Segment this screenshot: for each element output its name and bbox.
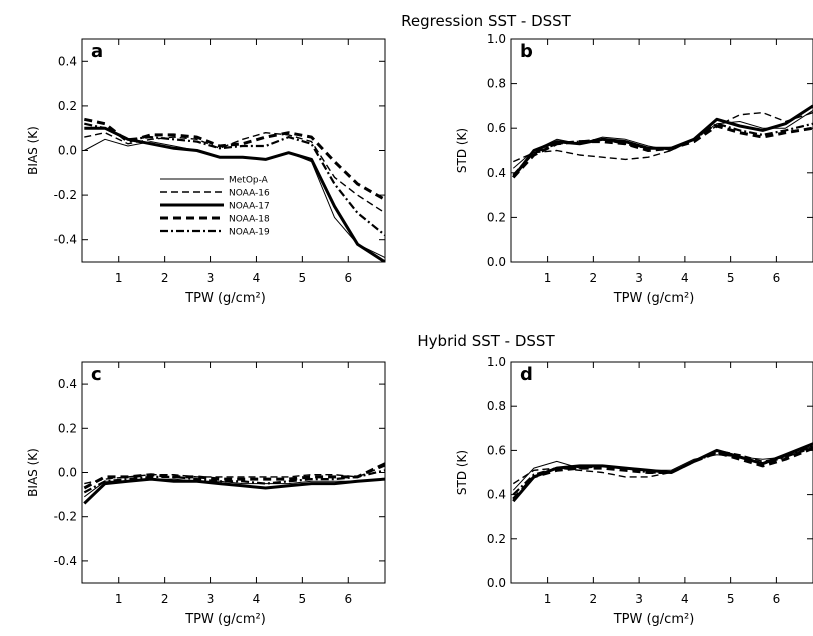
x-axis-label: TPW (g/cm²) (184, 612, 266, 627)
y-tick-label: 0.0 (58, 466, 77, 480)
x-tick-label: 4 (681, 592, 689, 606)
x-tick-label: 1 (115, 271, 123, 285)
y-tick-label: 0.0 (487, 255, 506, 269)
y-tick-label: 0.2 (487, 532, 506, 546)
y-tick-label: 0.2 (58, 421, 77, 435)
legend-entry: MetOp-A (229, 176, 269, 186)
y-tick-label: 0.4 (487, 166, 506, 180)
x-axis-label: TPW (g/cm²) (184, 291, 266, 306)
x-tick-label: 5 (727, 592, 735, 606)
legend-entry: NOAA-17 (229, 202, 270, 212)
x-tick-label: 5 (299, 271, 307, 285)
series-line-noaa-16 (84, 465, 385, 485)
series-group (512, 104, 813, 179)
y-tick-label: 0.4 (487, 488, 506, 502)
x-tick-label: 1 (544, 592, 552, 606)
x-tick-label: 6 (344, 592, 352, 606)
series-line-noaa-19 (84, 122, 385, 237)
y-tick-label: 0.8 (487, 77, 506, 91)
plot-frame (81, 361, 386, 584)
y-axis-label: BIAS (K) (26, 126, 40, 175)
x-tick-label: 5 (727, 271, 735, 285)
series-line-noaa-18 (512, 446, 813, 501)
legend-entry: NOAA-18 (229, 215, 270, 225)
x-tick-label: 6 (773, 592, 781, 606)
plot-frame (510, 38, 813, 263)
panel-d-std-hybrid: 1 2 3 4 5 6 0.0 0.2 0.4 0.6 0.8 1.0 TPW (g/cm²) STD (… (455, 355, 813, 627)
x-tick-label: 2 (161, 592, 169, 606)
x-tick-label: 6 (344, 271, 352, 285)
panel-label: c (91, 364, 102, 385)
y-tick-label: 0.4 (58, 377, 77, 391)
x-tick-label: 3 (635, 592, 643, 606)
series-line-noaa-19 (83, 469, 385, 494)
y-tick-label: 0.0 (58, 144, 77, 158)
series-line-metop-a (512, 109, 813, 169)
series-line-noaa-19 (512, 122, 813, 176)
x-tick-label: 2 (590, 592, 598, 606)
x-tick-label: 1 (115, 592, 123, 606)
y-tick-label: 0.2 (487, 210, 506, 224)
y-tick-label: 1.0 (487, 32, 506, 46)
x-tick-label: 4 (681, 271, 689, 285)
panel-a-bias-regression: 1 2 3 4 5 6 -0.4 -0.2 0.0 0.2 0.4 TPW (g/cm²) BIAS (… (26, 38, 386, 306)
y-tick-label: 0.6 (487, 443, 506, 457)
panel-b-std-regression: 1 2 3 4 5 6 0.0 0.2 0.4 0.6 0.8 1.0 TPW (g/cm²) STD (… (455, 32, 813, 306)
x-tick-label: 2 (161, 271, 169, 285)
x-tick-label: 3 (635, 271, 643, 285)
series-line-noaa-16 (512, 447, 813, 485)
series-line-noaa-16 (513, 111, 813, 163)
y-tick-label: -0.2 (54, 510, 77, 524)
legend-entry: NOAA-16 (229, 189, 270, 199)
series-group (512, 442, 813, 503)
y-axis-label: STD (K) (455, 128, 469, 173)
x-tick-label: 1 (544, 271, 552, 285)
x-tick-label: 4 (253, 592, 261, 606)
panel-label: b (520, 41, 533, 62)
series-line-noaa-17 (83, 477, 385, 505)
x-tick-label: 3 (207, 592, 215, 606)
y-tick-label: -0.4 (54, 233, 77, 247)
series-line-noaa-17 (512, 104, 813, 179)
panel-label: a (91, 41, 103, 62)
row-title-hybrid: Hybrid SST - DSST (417, 332, 555, 350)
y-tick-label: 1.0 (487, 355, 506, 369)
x-axis-label: TPW (g/cm²) (613, 291, 695, 306)
series-group (83, 462, 385, 505)
plot-frame (510, 361, 813, 584)
x-tick-label: 3 (207, 271, 215, 285)
legend: MetOp-A NOAA-16 NOAA-17 NOAA-18 NOAA-19 (160, 176, 270, 238)
row-title-regression: Regression SST - DSST (401, 12, 572, 30)
y-tick-label: 0.6 (487, 121, 506, 135)
series-line-noaa-19 (512, 444, 813, 496)
x-tick-label: 5 (299, 592, 307, 606)
series-line-noaa-18 (83, 117, 385, 201)
x-tick-label: 4 (253, 271, 261, 285)
x-tick-label: 2 (590, 271, 598, 285)
series-line-noaa-18 (512, 124, 813, 179)
x-tick-label: 6 (773, 271, 781, 285)
x-axis-label: TPW (g/cm²) (613, 612, 695, 627)
y-axis-label: STD (K) (455, 450, 469, 495)
panel-c-bias-hybrid: 1 2 3 4 5 6 -0.4 -0.2 0.0 0.2 0.4 TPW (g/cm²) BIAS (… (26, 361, 386, 627)
series-group (83, 117, 385, 262)
panel-label: d (520, 364, 533, 385)
y-axis-label: BIAS (K) (26, 448, 40, 497)
y-tick-label: -0.2 (54, 188, 77, 202)
y-tick-label: 0.8 (487, 399, 506, 413)
series-line-noaa-16 (84, 131, 385, 214)
y-tick-label: 0.0 (487, 576, 506, 590)
legend-entry: NOAA-19 (229, 228, 270, 238)
y-tick-label: 0.4 (58, 54, 77, 68)
y-tick-label: -0.4 (54, 554, 77, 568)
series-line-noaa-18 (83, 462, 385, 490)
y-tick-label: 0.2 (58, 99, 77, 113)
